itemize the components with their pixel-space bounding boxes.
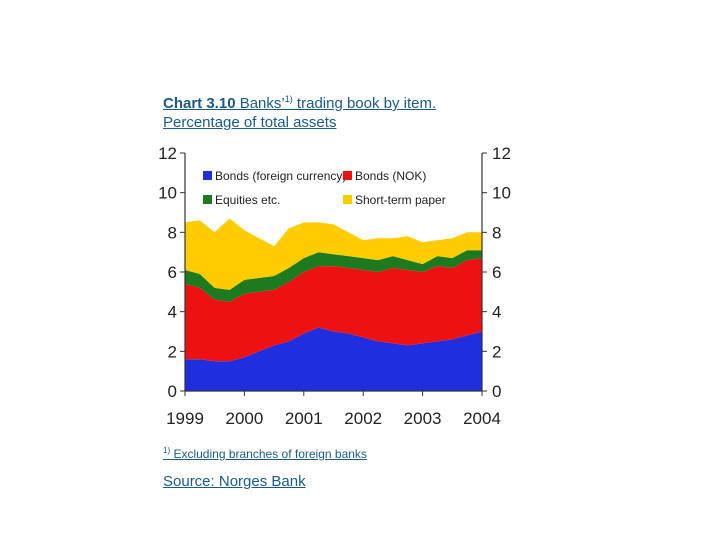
x-tick-label: 2000 (225, 409, 263, 428)
x-tick-label: 2003 (404, 409, 442, 428)
y-tick-label-left: 10 (158, 184, 177, 203)
area-series-2 (185, 258, 482, 362)
x-tick-label: 2001 (285, 409, 323, 428)
area-layers (185, 218, 482, 391)
axes: 0 0 2 2 4 4 6 6 8 8 10 10 12 12 1999 2000 2001 2002 2003 20… (158, 144, 511, 428)
title-text-rest: trading book by item. (292, 95, 437, 112)
legend-label: Short-term paper (355, 193, 446, 207)
y-tick-label-right: 8 (492, 223, 501, 242)
y-tick-label-left: 12 (158, 144, 177, 163)
y-tick-label-left: 0 (168, 382, 177, 401)
y-tick-label-right: 6 (492, 263, 501, 282)
title-footnote-mark: 1) (284, 94, 293, 104)
chart-subtitle: Percentage of total assets (163, 114, 337, 131)
legend-swatch (203, 195, 212, 204)
chart-title: Chart 3.10 Banks’1) trading book by item… (163, 90, 583, 132)
y-tick-label-left: 8 (168, 223, 177, 242)
footnote-mark: 1) (163, 446, 171, 455)
y-tick-label-left: 2 (168, 342, 177, 361)
y-tick-label-right: 10 (492, 184, 511, 203)
legend-label: Equities etc. (215, 193, 280, 207)
legend: Bonds (foreign currency) Bonds (NOK) Equit… (203, 169, 446, 207)
footnote: 1) Excluding branches of foreign banks (163, 446, 367, 461)
legend-swatch (343, 195, 352, 204)
y-tick-label-right: 2 (492, 342, 501, 361)
title-text: Banks’ (235, 95, 285, 112)
chart-number: Chart 3.10 (163, 95, 236, 112)
y-tick-label-right: 4 (492, 303, 501, 322)
legend-label: Bonds (foreign currency) (215, 169, 346, 183)
legend-swatch (203, 171, 212, 180)
source-note: Source: Norges Bank (163, 473, 306, 490)
x-tick-label: 1999 (166, 409, 204, 428)
footnote-text: Excluding branches of foreign banks (170, 447, 367, 461)
y-tick-label-right: 12 (492, 144, 511, 163)
area-series-3 (185, 250, 482, 302)
x-tick-label: 2004 (463, 409, 501, 428)
x-tick-label: 2002 (344, 409, 382, 428)
legend-label: Bonds (NOK) (355, 169, 426, 183)
y-tick-label-right: 0 (492, 382, 501, 401)
y-tick-label-left: 6 (168, 263, 177, 282)
legend-swatch (343, 171, 352, 180)
area-series-1 (185, 327, 482, 391)
y-tick-label-left: 4 (168, 303, 177, 322)
area-series-4 (185, 218, 482, 290)
